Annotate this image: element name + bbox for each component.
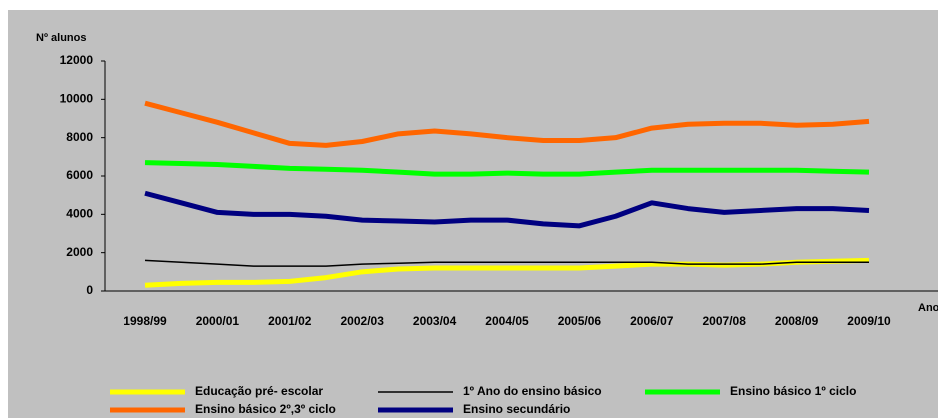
legend-label: 1º Ano do ensino básico	[463, 384, 602, 398]
y-axis-label: Nº alunos	[36, 32, 86, 44]
legend-label: Ensino básico 2º,3º ciclo	[195, 402, 336, 416]
x-tick-label: 2002/03	[341, 314, 385, 328]
chart-background	[8, 10, 938, 418]
y-tick-label: 8000	[66, 130, 93, 144]
x-tick-label: 2004/05	[485, 314, 529, 328]
y-tick-label: 4000	[66, 207, 93, 221]
x-tick-label: 2000/01	[196, 314, 240, 328]
x-axis-label: Ano	[918, 302, 938, 314]
x-tick-label: 2006/07	[630, 314, 674, 328]
x-tick-label: 1998/99	[123, 314, 167, 328]
x-tick-label: 2003/04	[413, 314, 457, 328]
series-line	[144, 259, 869, 267]
x-tick-label: 2009/10	[847, 314, 891, 328]
legend-label: Ensino secundário	[463, 402, 570, 416]
x-tick-label: 2008/09	[775, 314, 819, 328]
y-tick-label: 10000	[60, 92, 94, 106]
x-tick-label: 2005/06	[558, 314, 602, 328]
y-tick-label: 0	[86, 283, 93, 297]
y-tick-label: 12000	[60, 53, 94, 67]
x-tick-label: 2001/02	[268, 314, 312, 328]
legend-label: Ensino básico 1º ciclo	[730, 384, 856, 398]
series-line	[144, 190, 870, 229]
y-tick-label: 2000	[66, 245, 93, 259]
series-line	[144, 160, 870, 177]
x-tick-label: 2007/08	[703, 314, 747, 328]
y-tick-label: 6000	[66, 168, 93, 182]
legend-label: Educação pré- escolar	[195, 384, 323, 398]
series-line	[144, 100, 870, 148]
